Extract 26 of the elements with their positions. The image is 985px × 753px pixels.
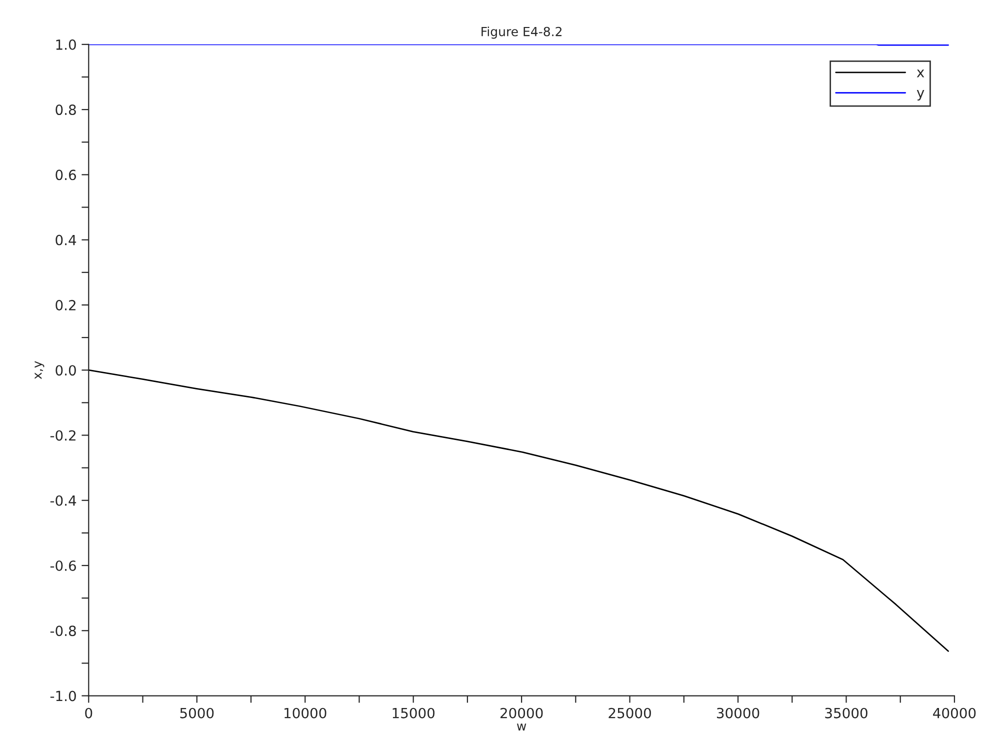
x-tick-label: 5000	[180, 708, 214, 718]
x-tick-label: 25000	[608, 708, 651, 718]
x-tick-label: 40000	[933, 708, 976, 718]
x-tick-label: 15000	[392, 708, 434, 718]
chart-title: Figure E4-8.2	[482, 26, 562, 39]
legend-label: x	[916, 70, 924, 78]
y-tick-label: 1.0	[56, 39, 76, 50]
line-series	[88, 369, 949, 652]
x-tick-label: 30000	[716, 708, 760, 718]
y-tick-label: -1.0	[50, 690, 76, 702]
y-tick-label: 0.0	[56, 365, 76, 376]
y-tick-label: -0.6	[50, 560, 76, 571]
x-tick-label: 20000	[500, 708, 543, 718]
y-tick-label: -0.2	[50, 430, 76, 441]
legend-label: y	[916, 90, 924, 101]
y-axis-title: x,y	[34, 361, 44, 380]
x-tick-label: 10000	[284, 708, 326, 718]
x-tick-label: 35000	[825, 708, 868, 718]
y-tick-label: 0.8	[56, 104, 76, 116]
x-axis-title: w	[516, 724, 526, 731]
y-tick-label: 0.6	[56, 170, 76, 180]
y-tick-label: 0.4	[56, 234, 76, 246]
x-tick-label: 0	[85, 708, 92, 718]
y-tick-label: 0.2	[56, 300, 76, 310]
y-tick-label: -0.4	[50, 495, 76, 506]
y-tick-label: -0.8	[50, 626, 76, 636]
